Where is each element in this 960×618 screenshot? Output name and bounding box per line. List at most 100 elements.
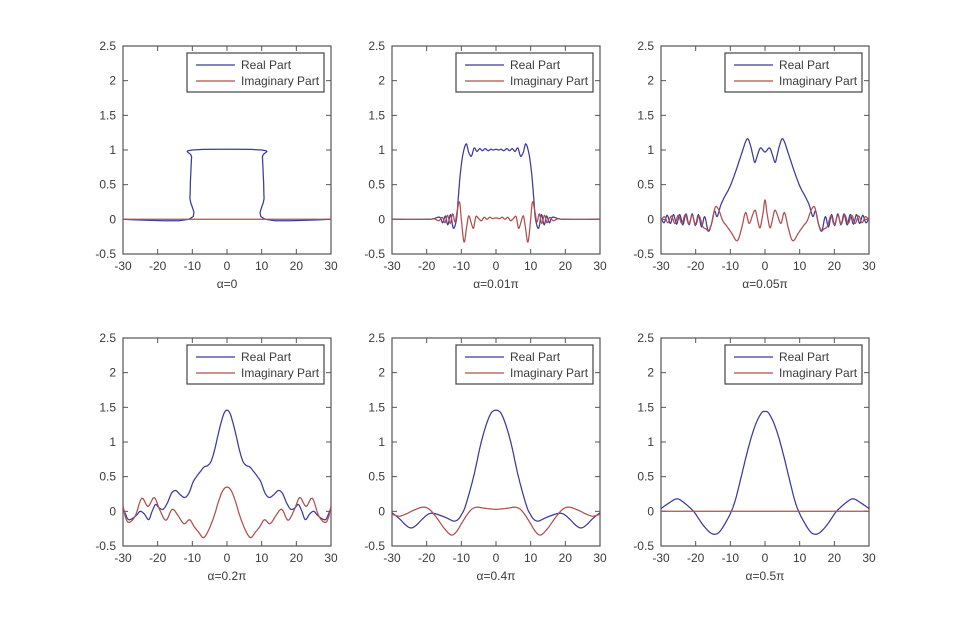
y-tick-label: 1 [109,435,116,449]
legend-label-imag: Imaginary Part [510,74,589,88]
ticks-and-tick-labels: -30 -20 -10 0 10 20 30 2.5 2 1.5 1 0.5 0 -0.5 [364,331,607,565]
xlabel-alpha: α=0.4π [477,569,516,583]
y-tick-label: 2.5 [99,331,116,345]
xlabel-alpha: α=0.01π [473,277,519,291]
y-tick-label: 0 [378,212,385,226]
x-tick-label: -20 [149,259,167,273]
y-tick-label: 0 [647,504,654,518]
x-tick-label: 20 [828,259,842,273]
subplot-α=0.5π: -30 -20 -10 0 10 20 30 2.5 2 1.5 1 0.5 0 -0.5 α=0.5π Re… [633,331,876,583]
y-tick-label: 2.5 [637,331,654,345]
y-tick-label: 2.5 [99,39,116,53]
xlabel-alpha: α=0 [217,277,238,291]
y-tick-label: 0.5 [99,178,116,192]
y-tick-label: 2 [109,74,116,88]
legend-label-imag: Imaginary Part [510,366,589,380]
legend-box [455,52,594,93]
legend-box [186,52,325,93]
x-tick-label: 30 [324,259,338,273]
ticks-and-tick-labels: -30 -20 -10 0 10 20 30 2.5 2 1.5 1 0.5 0 -0.5 [633,331,876,565]
real-part-curve [391,409,601,529]
legend-label-real: Real Part [241,350,292,364]
x-tick-label: 0 [762,259,769,273]
y-tick-label: 1.5 [637,108,654,122]
real-part-curve [122,148,332,222]
subplot-α=0.2π: -30 -20 -10 0 10 20 30 2.5 2 1.5 1 0.5 0 -0.5 α=0.2π Re… [95,331,338,583]
y-tick-label: 1 [647,435,654,449]
y-tick-label: 1.5 [637,400,654,414]
legend-label-imag: Imaginary Part [779,74,858,88]
legend-label-real: Real Part [241,58,292,72]
y-tick-label: -0.5 [364,539,385,553]
y-tick-label: 0.5 [368,178,385,192]
y-tick-label: 2 [647,366,654,380]
y-tick-label: 1 [378,143,385,157]
x-tick-label: 10 [255,551,269,565]
y-tick-label: 0 [109,212,116,226]
x-tick-label: 20 [559,551,573,565]
y-tick-label: 1 [109,143,116,157]
x-tick-label: 20 [290,551,304,565]
real-part-curve [122,409,332,521]
x-tick-label: -30 [383,259,401,273]
x-tick-label: -30 [114,551,132,565]
legend: Real Part Imaginary Part [455,52,594,93]
x-tick-label: -20 [149,551,167,565]
x-tick-label: -10 [453,259,471,273]
x-tick-label: -10 [722,551,740,565]
x-tick-label: 10 [524,259,538,273]
y-tick-label: -0.5 [364,247,385,261]
x-tick-label: 30 [862,551,876,565]
imaginary-part-curve [392,201,600,243]
x-tick-label: -30 [652,551,670,565]
y-tick-label: 2 [378,366,385,380]
ticks-and-tick-labels: -30 -20 -10 0 10 20 30 2.5 2 1.5 1 0.5 0 -0.5 [95,39,338,273]
real-part-curve [392,143,600,229]
y-tick-label: 2 [109,366,116,380]
x-tick-label: 0 [493,551,500,565]
y-tick-label: 1.5 [99,108,116,122]
legend-label-imag: Imaginary Part [241,74,320,88]
x-tick-label: -20 [687,259,705,273]
legend-box [455,344,594,385]
x-tick-label: 20 [828,551,842,565]
legend-label-real: Real Part [510,58,561,72]
x-tick-label: -10 [184,551,202,565]
y-tick-label: 0 [378,504,385,518]
legend: Real Part Imaginary Part [724,344,863,385]
legend-box [724,344,863,385]
x-tick-label: 10 [524,551,538,565]
x-tick-label: 30 [324,551,338,565]
x-tick-label: -30 [652,259,670,273]
y-tick-label: 2.5 [368,331,385,345]
x-tick-label: 30 [862,259,876,273]
y-tick-label: 0.5 [99,470,116,484]
y-tick-label: 2 [647,74,654,88]
real-part-curve [660,410,870,535]
x-tick-label: 0 [224,551,231,565]
subplot-α=0.05π: -30 -20 -10 0 10 20 30 2.5 2 1.5 1 0.5 0 -0.5 α=0.05π R… [633,39,876,291]
x-tick-label: 20 [290,259,304,273]
y-tick-label: 1.5 [368,108,385,122]
y-tick-label: -0.5 [633,539,654,553]
y-tick-label: 0 [109,504,116,518]
subplot-α=0.4π: -30 -20 -10 0 10 20 30 2.5 2 1.5 1 0.5 0 -0.5 α=0.4π Re… [364,331,607,583]
legend-label-real: Real Part [779,350,830,364]
y-tick-label: -0.5 [95,247,116,261]
x-tick-label: 0 [762,551,769,565]
x-tick-label: 0 [224,259,231,273]
y-tick-label: 0.5 [368,470,385,484]
legend: Real Part Imaginary Part [186,52,325,93]
ticks-and-tick-labels: -30 -20 -10 0 10 20 30 2.5 2 1.5 1 0.5 0 -0.5 [95,331,338,565]
legend: Real Part Imaginary Part [455,344,594,385]
x-tick-label: 30 [593,259,607,273]
y-tick-label: 1.5 [99,400,116,414]
x-tick-label: 10 [255,259,269,273]
imaginary-part-curve [391,506,601,536]
legend-box [724,52,863,93]
x-tick-label: -20 [418,551,436,565]
y-tick-label: -0.5 [633,247,654,261]
legend-label-imag: Imaginary Part [241,366,320,380]
